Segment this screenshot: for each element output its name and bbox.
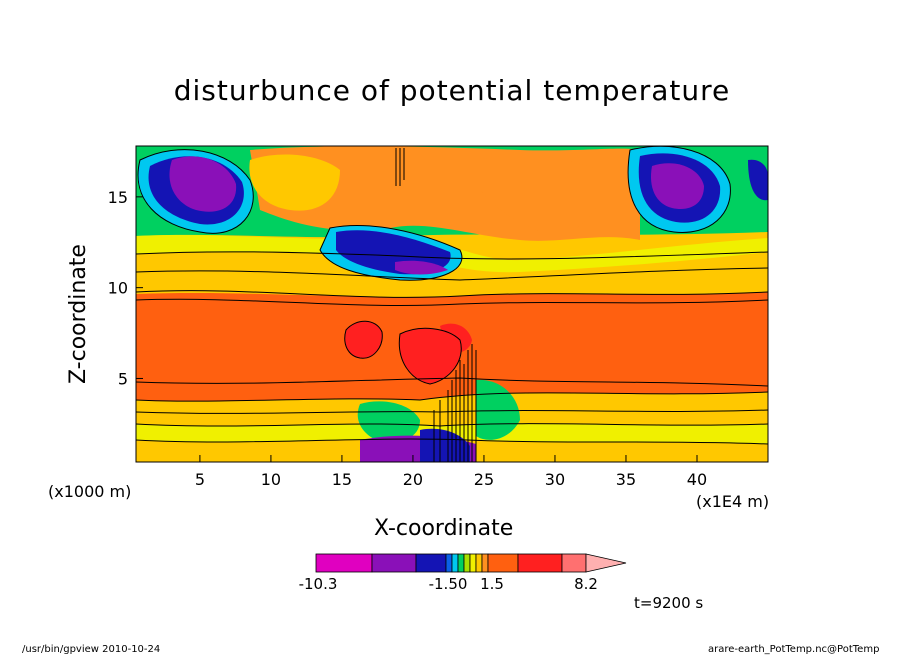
time-annotation: t=9200 s (634, 594, 704, 612)
colorbar: -10.3 -1.50 1.5 8.2 (299, 553, 627, 593)
x-unit-label: (x1E4 m) (696, 492, 770, 511)
upper-right-orange (480, 155, 603, 236)
footer-left: /usr/bin/gpview 2010-10-24 (22, 644, 161, 655)
red-patch-3 (440, 323, 472, 353)
colorbar-swatch (415, 553, 447, 573)
colorbar-label: -10.3 (299, 575, 338, 593)
x-tick-label: 5 (195, 470, 205, 489)
plot-frame (135, 145, 769, 463)
colorbar-swatch (469, 553, 477, 573)
x-axis-label: X-coordinate (374, 516, 514, 541)
colorbar-swatch (481, 553, 489, 573)
x-tick-label: 15 (332, 470, 352, 489)
y-unit-label: (x1000 m) (48, 482, 132, 501)
x-tick-label: 10 (261, 470, 281, 489)
upper-left-yellow (249, 154, 340, 211)
chart-title: disturbunce of potential temperature (173, 74, 731, 107)
colorbar-label: -1.50 (429, 575, 468, 593)
x-axis: 5 10 15 20 25 30 35 40 (195, 455, 707, 489)
x-tick-label: 30 (545, 470, 565, 489)
y-tick-label: 15 (108, 188, 128, 207)
x-tick-label: 40 (687, 470, 707, 489)
x-tick-label: 20 (403, 470, 423, 489)
colorbar-swatch (371, 553, 417, 573)
footer-right: arare-earth_PotTemp.nc@PotTemp (708, 644, 880, 655)
colorbar-swatch (475, 553, 483, 573)
colorbar-swatch (487, 553, 519, 573)
colorbar-swatch (517, 553, 563, 573)
colorbar-swatch (561, 553, 587, 573)
colorbar-swatch (315, 553, 373, 573)
convection-streaks (395, 148, 477, 462)
x-tick-label: 35 (616, 470, 636, 489)
colorbar-swatch (445, 553, 453, 573)
red-patch-1 (344, 321, 383, 359)
y-axis-label: Z-coordinate (66, 244, 91, 384)
purple-streak (395, 260, 448, 275)
lower-blue-base (420, 428, 470, 462)
left-purple-blob (169, 156, 237, 212)
colorbar-label: 1.5 (480, 575, 504, 593)
right-purple-blob (650, 163, 704, 210)
colorbar-swatch (463, 553, 471, 573)
colorbar-swatch (451, 553, 459, 573)
lower-green-patch-2 (476, 379, 520, 440)
colorbar-arrow (585, 553, 627, 573)
colorbar-swatch (457, 553, 465, 573)
colorbar-label: 8.2 (574, 575, 598, 593)
edge-blue-blob (748, 159, 768, 201)
contour-field (136, 146, 768, 462)
x-tick-label: 25 (474, 470, 494, 489)
y-axis: 5 10 15 (108, 188, 143, 388)
y-tick-label: 10 (108, 279, 128, 298)
y-tick-label: 5 (118, 369, 128, 388)
